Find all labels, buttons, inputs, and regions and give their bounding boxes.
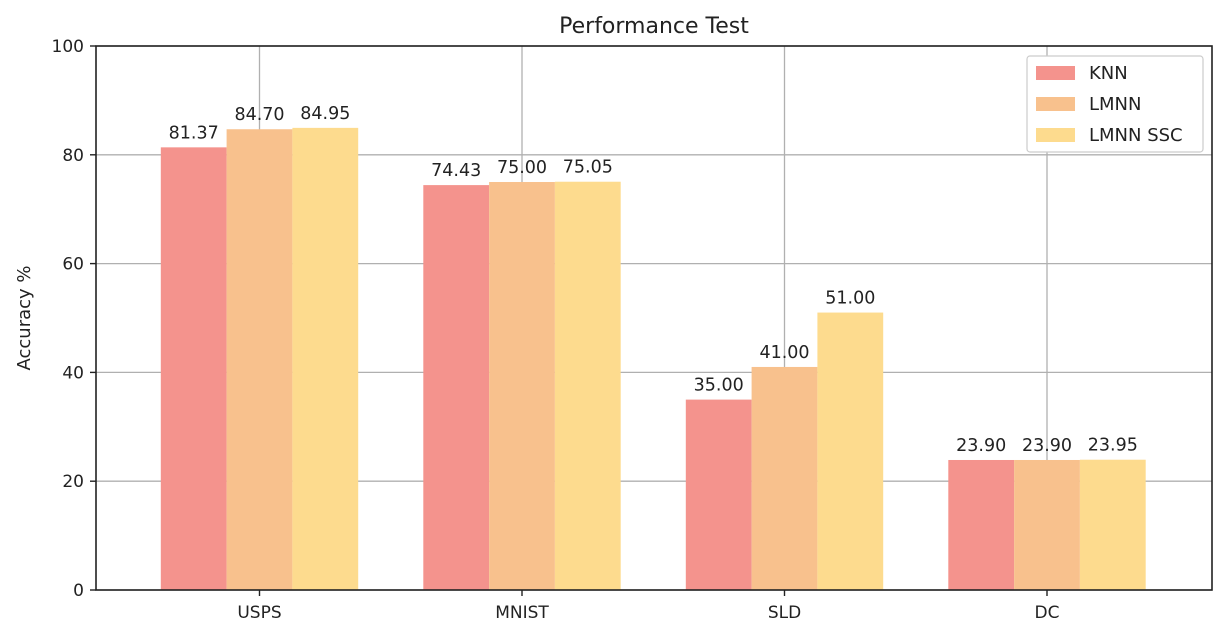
legend-swatch [1036,97,1075,111]
data-label: 81.37 [169,123,219,143]
y-axis-label: Accuracy % [14,265,35,370]
bar-lmnn-sld [751,366,818,590]
legend-label: LMNN SSC [1089,125,1183,146]
legend-label: LMNN [1089,94,1142,115]
data-label: 51.00 [825,289,875,309]
y-tick-label: 100 [52,37,84,57]
bar-lmnn-ssc-dc [1079,459,1146,590]
x-tick-label: SLD [768,603,801,623]
bar-lmnn-dc [1014,459,1080,590]
data-label: 75.00 [497,158,547,178]
data-label: 23.90 [956,436,1006,456]
data-label: 84.95 [300,104,350,124]
y-tick-label: 40 [62,363,84,383]
x-tick-label: USPS [237,603,281,623]
legend-swatch [1036,128,1075,142]
bar-knn-mnist [423,185,490,590]
bar-knn-dc [948,459,1015,590]
x-tick-label: DC [1035,603,1060,623]
data-label: 84.70 [234,105,284,125]
legend-label: KNN [1089,63,1128,84]
x-tick-label: MNIST [495,603,549,623]
data-label: 41.00 [759,343,809,363]
bar-lmnn-ssc-mnist [554,181,621,590]
y-tick-label: 0 [73,581,84,601]
y-tick-label: 60 [62,255,84,275]
y-tick-label: 20 [62,472,84,492]
axes-frame [95,45,1213,591]
bar-lmnn-mnist [489,182,555,590]
bar-lmnn-ssc-sld [817,312,884,590]
chart-title: Performance Test [559,14,749,39]
bar-knn-usps [160,147,227,590]
bar-lmnn-ssc-usps [292,127,359,590]
bar-knn-sld [685,399,752,590]
data-label: 35.00 [694,376,744,396]
bars [160,127,1146,590]
bar-lmnn-usps [226,129,293,590]
y-tick-label: 80 [62,146,84,166]
legend: KNN LMNN LMNN SSC [1026,55,1204,153]
data-labels: 81.37 74.43 35.00 23.90 84.70 75.00 41.00 23.90… [169,104,1138,456]
data-label: 74.43 [431,161,481,181]
data-label: 75.05 [563,158,613,178]
legend-swatch [1036,66,1075,80]
data-label: 23.90 [1022,436,1072,456]
data-label: 23.95 [1088,436,1138,456]
axis-ticks: 0 20 40 60 80 100 USPS MNIST SLD DC [52,37,1060,623]
